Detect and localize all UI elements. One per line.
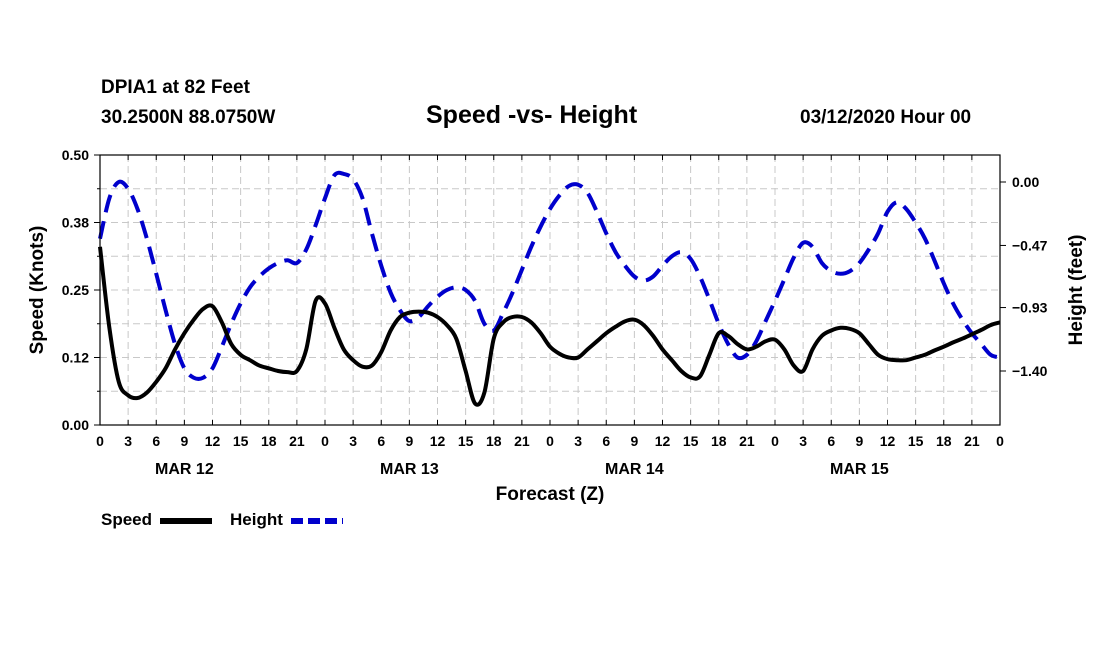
x-tick-label: 6 — [827, 433, 835, 449]
day-label: MAR 13 — [380, 461, 439, 478]
x-axis-title: Forecast (Z) — [496, 484, 605, 505]
y-right-axis-title: Height (feet) — [1066, 235, 1087, 346]
x-tick-label: 18 — [711, 433, 727, 449]
x-tick-label: 3 — [124, 433, 132, 449]
x-tick-label: 0 — [321, 433, 329, 449]
x-tick-label: 15 — [683, 433, 699, 449]
x-tick-label: 21 — [289, 433, 305, 449]
x-tick-label: 15 — [908, 433, 924, 449]
series-layer — [98, 170, 1001, 407]
x-tick-label: 18 — [486, 433, 502, 449]
x-tick-label: 9 — [405, 433, 413, 449]
x-tick-label: 18 — [261, 433, 277, 449]
x-tick-label: 9 — [630, 433, 638, 449]
x-tick-label: 0 — [996, 433, 1004, 449]
legend-label-speed: Speed — [101, 510, 153, 529]
day-label: MAR 14 — [605, 461, 664, 478]
day-label: MAR 15 — [830, 461, 889, 478]
series-line-speed — [98, 246, 1001, 407]
y-left-tick-label: 0.00 — [62, 417, 89, 433]
x-tick-label: 9 — [855, 433, 863, 449]
x-tick-label: 21 — [964, 433, 980, 449]
run-time-label: 03/12/2020 Hour 00 — [800, 107, 972, 128]
x-tick-label: 3 — [349, 433, 357, 449]
x-tick-label: 12 — [880, 433, 896, 449]
x-tick-label: 9 — [180, 433, 188, 449]
x-tick-label: 6 — [377, 433, 385, 449]
station-label: DPIA1 at 82 Feet — [101, 77, 250, 98]
x-tick-label: 12 — [205, 433, 221, 449]
x-tick-label: 0 — [546, 433, 554, 449]
x-tick-label: 6 — [152, 433, 160, 449]
x-tick-label: 21 — [739, 433, 755, 449]
x-tick-label: 0 — [771, 433, 779, 449]
y-right-tick-label: −0.93 — [1012, 300, 1048, 316]
x-tick-label: 3 — [574, 433, 582, 449]
y-left-tick-label: 0.38 — [62, 215, 89, 231]
day-label: MAR 12 — [155, 461, 214, 478]
series-line-height — [98, 170, 1001, 381]
y-left-tick-label: 0.50 — [62, 147, 89, 163]
x-tick-label: 21 — [514, 433, 530, 449]
y-right-tick-label: −1.40 — [1012, 363, 1048, 379]
x-tick-label: 15 — [458, 433, 474, 449]
axes: 0 3 6 9 12 15 18 21 0 3 6 9 12 15 18 21 0 3 6 9 12 15 18 21 0 3 6 9… — [27, 147, 1087, 505]
x-tick-label: 12 — [655, 433, 671, 449]
y-left-tick-label: 0.25 — [62, 282, 89, 298]
x-tick-label: 3 — [799, 433, 807, 449]
x-tick-label: 6 — [602, 433, 610, 449]
x-tick-label: 12 — [430, 433, 446, 449]
y-left-tick-label: 0.12 — [62, 350, 89, 366]
y-right-tick-label: −0.47 — [1012, 237, 1048, 253]
grid — [100, 155, 1000, 425]
y-right-tick-label: 0.00 — [1012, 174, 1039, 190]
x-tick-label: 15 — [233, 433, 249, 449]
x-tick-label: 0 — [96, 433, 104, 449]
legend-label-height: Height — [230, 510, 283, 529]
x-tick-label: 18 — [936, 433, 952, 449]
page-title: Speed -vs- Height — [426, 101, 638, 129]
y-left-axis-title: Speed (Knots) — [27, 226, 48, 355]
location-label: 30.2500N 88.0750W — [101, 107, 276, 128]
